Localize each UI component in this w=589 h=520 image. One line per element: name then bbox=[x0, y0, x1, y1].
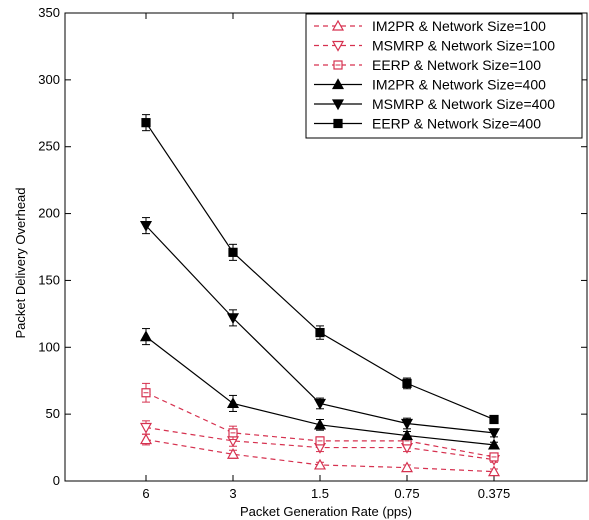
x-tick-label: 0.75 bbox=[394, 486, 419, 501]
legend-item: IM2PR & Network Size=100 bbox=[314, 18, 546, 34]
y-tick-label: 250 bbox=[38, 139, 60, 154]
legend-label: MSMRP & Network Size=400 bbox=[372, 96, 555, 112]
x-tick-label: 1.5 bbox=[311, 486, 329, 501]
legend-marker bbox=[331, 99, 345, 111]
data-point bbox=[141, 118, 151, 128]
y-tick-label: 300 bbox=[38, 72, 60, 87]
data-point bbox=[313, 458, 327, 470]
data-point bbox=[487, 438, 501, 450]
data-point bbox=[489, 414, 499, 425]
data-point bbox=[228, 247, 238, 257]
legend-label: IM2PR & Network Size=400 bbox=[372, 77, 546, 93]
legend-label: MSMRP & Network Size=100 bbox=[372, 38, 555, 54]
data-point bbox=[400, 418, 414, 430]
legend-marker bbox=[331, 78, 345, 90]
plot-frame bbox=[64, 12, 588, 482]
y-tick-label: 200 bbox=[38, 206, 60, 221]
legend-label: IM2PR & Network Size=100 bbox=[372, 18, 546, 34]
series-4 bbox=[139, 328, 501, 450]
legend-marker bbox=[331, 19, 345, 31]
data-point bbox=[400, 461, 414, 473]
data-point bbox=[139, 330, 153, 342]
data-point bbox=[313, 418, 327, 430]
plot-area: 0 50 100 150 200 250 300 350 6 3 1.5 0.75 0.375 bbox=[38, 5, 588, 501]
data-point bbox=[226, 448, 240, 459]
y-tick-label: 150 bbox=[38, 272, 60, 287]
y-tick-label: 50 bbox=[46, 406, 60, 421]
data-point bbox=[139, 422, 153, 434]
legend-item: MSMRP & Network Size=100 bbox=[314, 38, 555, 54]
legend-label: EERP & Network Size=100 bbox=[372, 57, 541, 73]
x-tick-label: 3 bbox=[229, 486, 236, 501]
series-5 bbox=[139, 217, 501, 440]
x-tick-label: 0.375 bbox=[478, 486, 511, 501]
data-point bbox=[226, 313, 240, 325]
data-point bbox=[139, 221, 153, 232]
data-point bbox=[139, 433, 153, 445]
legend-label: EERP & Network Size=400 bbox=[372, 116, 541, 132]
series-line bbox=[145, 122, 495, 421]
y-tick-label: 0 bbox=[53, 473, 60, 488]
legend-marker bbox=[331, 40, 345, 52]
y-tick-label: 100 bbox=[38, 339, 60, 354]
data-point bbox=[400, 429, 414, 441]
series-6 bbox=[141, 114, 499, 425]
legend-item: IM2PR & Network Size=400 bbox=[314, 77, 546, 93]
data-point bbox=[226, 397, 240, 409]
data-point bbox=[487, 465, 501, 477]
legend-marker bbox=[333, 118, 343, 129]
legend-item: EERP & Network Size=400 bbox=[314, 116, 541, 132]
data-point bbox=[315, 327, 325, 338]
legend: IM2PR & Network Size=100 MSMRP & Network … bbox=[305, 13, 583, 139]
x-axis-title: Packet Generation Rate (pps) bbox=[240, 504, 412, 519]
data-point bbox=[313, 398, 327, 410]
legend-item: EERP & Network Size=100 bbox=[314, 57, 541, 73]
x-tick-label: 6 bbox=[142, 486, 149, 501]
data-point bbox=[487, 428, 501, 440]
series-1 bbox=[139, 433, 501, 477]
legend-item: MSMRP & Network Size=400 bbox=[314, 96, 555, 112]
data-point bbox=[402, 378, 412, 388]
legend-box bbox=[305, 13, 583, 139]
y-axis-title: Packet Delivery Overhead bbox=[13, 187, 28, 338]
y-tick-label: 350 bbox=[38, 5, 60, 20]
